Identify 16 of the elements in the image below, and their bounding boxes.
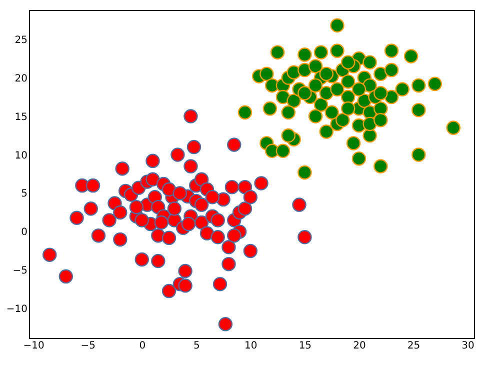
x-tick-label: 30 bbox=[462, 340, 474, 352]
x-tick-label: 0 bbox=[139, 340, 146, 352]
y-tick-label: 15 bbox=[14, 112, 28, 123]
x-tick-label: 10 bbox=[244, 340, 258, 352]
y-tick-label: −5 bbox=[12, 266, 28, 277]
x-tick-label: 20 bbox=[353, 340, 366, 352]
x-tick-label: 25 bbox=[407, 340, 420, 352]
y-tick-label: 20 bbox=[14, 73, 28, 84]
y-tick-label: 0 bbox=[21, 227, 28, 238]
y-tick-label: 5 bbox=[21, 188, 28, 200]
x-tick-label: 5 bbox=[193, 340, 200, 352]
x-tick-label: −5 bbox=[80, 340, 96, 352]
y-tick-label: −10 bbox=[6, 304, 28, 316]
y-tick-label: 25 bbox=[14, 34, 28, 46]
x-tick-label: 15 bbox=[298, 340, 312, 352]
y-tick-label: 10 bbox=[14, 150, 28, 162]
